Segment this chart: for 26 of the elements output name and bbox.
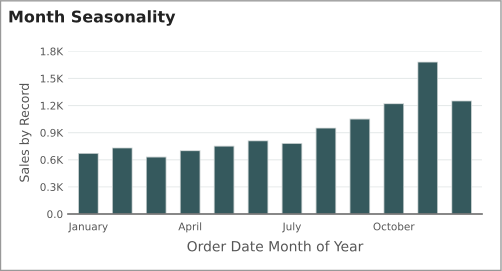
x-tick-label: April (178, 222, 202, 232)
bar (451, 100, 472, 214)
y-tick-label: 0.0 (47, 210, 62, 218)
bar (146, 156, 166, 214)
x-axis-title: Order Date Month of Year (187, 240, 364, 252)
bar (282, 143, 302, 214)
x-tick-label: January (68, 222, 108, 232)
x-tick-label: July (282, 222, 302, 232)
y-tick-label: 1.5K (40, 74, 64, 83)
bar (112, 148, 133, 214)
y-tick-label: 0.3K (40, 183, 64, 191)
bar (350, 118, 370, 214)
bar (248, 140, 268, 214)
bar (316, 128, 336, 214)
bar (180, 150, 200, 214)
y-tick-label: 1.8K (40, 48, 64, 56)
bar (214, 146, 234, 214)
bar (384, 103, 404, 214)
chart-title: Month Seasonality (9, 10, 176, 26)
bar (78, 153, 99, 214)
y-tick-label: 1.2K (40, 102, 64, 110)
y-tick-label: 0.9K (40, 128, 64, 137)
x-tick-label: October (374, 222, 415, 230)
bar (417, 62, 438, 214)
y-tick-label: 0.6K (40, 156, 64, 164)
y-axis-title: Sales by Record (19, 84, 32, 182)
